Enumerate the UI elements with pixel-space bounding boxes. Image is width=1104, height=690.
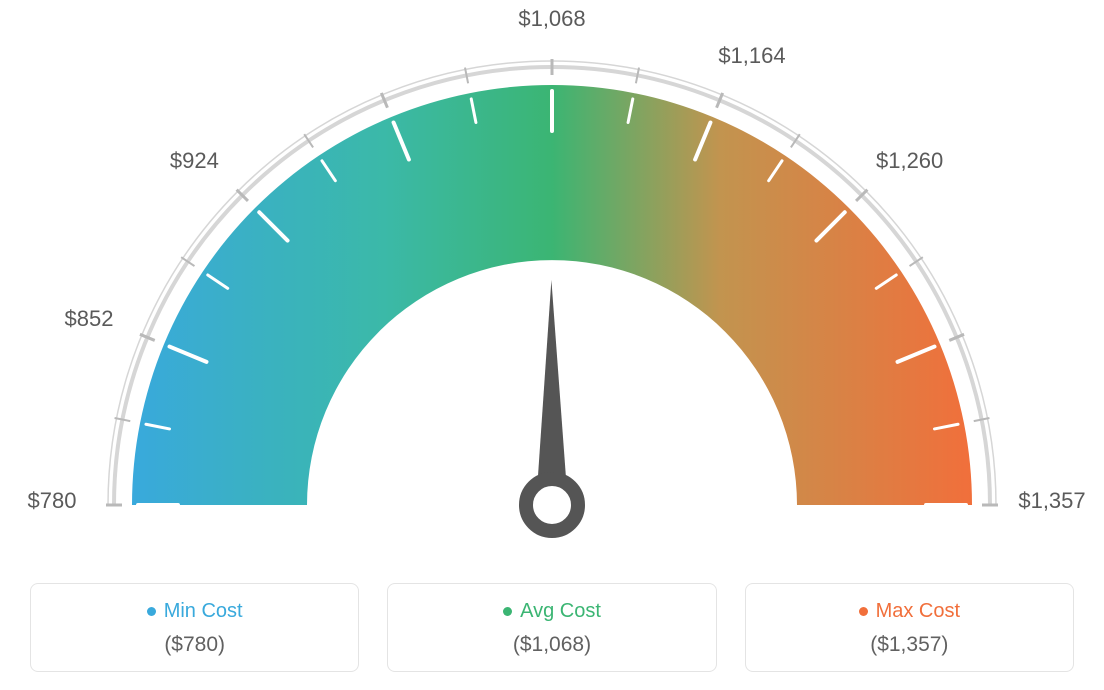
legend-avg-value: ($1,068) (398, 633, 705, 657)
gauge-svg (0, 0, 1104, 560)
cost-gauge-chart: $780 $852 $924 $1,068 $1,164 $1,260 $1,357 Min… (0, 0, 1104, 690)
gauge-tick-label: $1,260 (876, 148, 943, 174)
gauge-tick-label: $780 (28, 488, 77, 514)
gauge-tick-label: $1,068 (518, 6, 585, 32)
legend-avg-card: Avg Cost ($1,068) (387, 583, 716, 672)
gauge-tick-label: $1,357 (1018, 488, 1085, 514)
gauge-tick-label: $852 (65, 306, 114, 332)
legend-min-label: Min Cost (164, 600, 243, 623)
legend-row: Min Cost ($780) Avg Cost ($1,068) Max Co… (0, 583, 1104, 672)
legend-max-value: ($1,357) (756, 633, 1063, 657)
gauge-area: $780 $852 $924 $1,068 $1,164 $1,260 $1,357 (0, 0, 1104, 560)
legend-min-card: Min Cost ($780) (30, 583, 359, 672)
dot-icon (859, 607, 868, 616)
gauge-tick-label: $1,164 (718, 43, 785, 69)
legend-min-value: ($780) (41, 633, 348, 657)
legend-max-label: Max Cost (876, 600, 960, 623)
legend-max-card: Max Cost ($1,357) (745, 583, 1074, 672)
legend-avg-label: Avg Cost (520, 600, 601, 623)
dot-icon (147, 607, 156, 616)
dot-icon (503, 607, 512, 616)
gauge-tick-label: $924 (170, 148, 219, 174)
